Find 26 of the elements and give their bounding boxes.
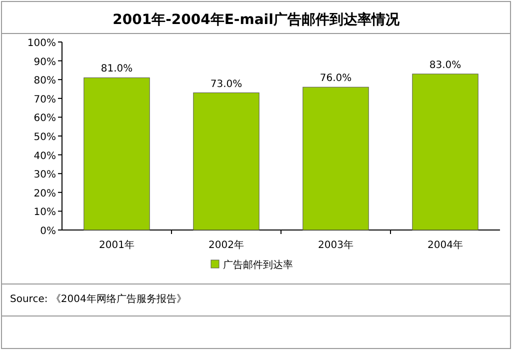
y-tick-label: 30%	[34, 170, 56, 181]
bar	[412, 74, 478, 230]
x-tick-label: 2003年	[318, 239, 354, 251]
y-tick-label: 40%	[34, 150, 56, 162]
y-tick-label: 20%	[34, 188, 56, 200]
data-label: 73.0%	[210, 78, 242, 90]
data-label: 76.0%	[320, 73, 352, 84]
source-note: Source: 《2004年网络广告服务报告》	[10, 293, 186, 305]
x-tick-label: 2004年	[428, 239, 463, 251]
y-tick-label: 60%	[34, 113, 56, 124]
bar	[84, 77, 150, 230]
data-label: 83.0%	[429, 60, 462, 71]
legend-label: 广告邮件到达率	[223, 259, 293, 271]
y-tick-label: 100%	[27, 38, 56, 49]
data-label: 81.0%	[100, 64, 133, 75]
x-tick-label: 2001年	[99, 239, 134, 251]
bar	[193, 92, 260, 230]
y-tick-label: 50%	[34, 132, 56, 143]
bar	[302, 86, 369, 230]
chart-title: 2001年-2004年E-mail广告邮件到达率情况	[112, 11, 400, 28]
y-tick-label: 90%	[34, 56, 56, 68]
y-tick-label: 0%	[40, 226, 56, 237]
y-tick-label: 70%	[34, 94, 56, 106]
y-tick-label: 80%	[34, 76, 56, 87]
x-tick-label: 2002年	[208, 239, 244, 251]
y-tick-label: 10%	[34, 207, 56, 218]
